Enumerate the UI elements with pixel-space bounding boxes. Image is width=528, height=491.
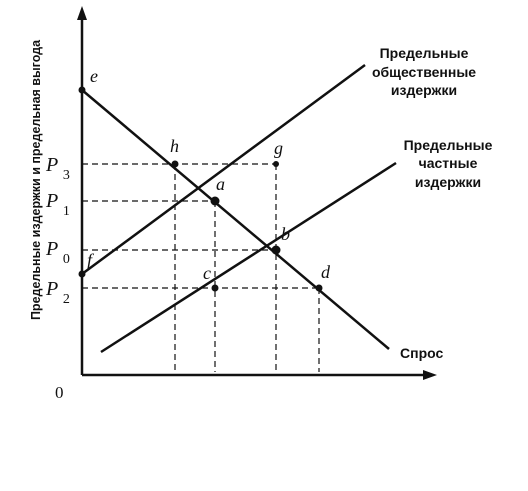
points	[78, 86, 323, 292]
point-d	[315, 284, 323, 292]
axes	[80, 18, 428, 377]
point-c	[211, 284, 219, 292]
curves	[81, 63, 397, 354]
point-f	[78, 270, 86, 278]
point-label-b: b	[281, 224, 290, 244]
point-label-h: h	[170, 136, 179, 156]
point-label-c: c	[203, 263, 211, 283]
point-e	[78, 86, 86, 94]
svg-text:Предельные: Предельные	[404, 137, 493, 153]
origin-label: 0	[55, 383, 64, 402]
price-label-p1: P 1	[45, 190, 70, 219]
point-label-d: d	[321, 262, 331, 282]
private-cost-curve	[100, 161, 397, 354]
x-axis-arrowhead	[423, 370, 437, 380]
point-label-f: f	[87, 250, 95, 270]
point-b	[271, 245, 281, 255]
price-label-p0: P 0	[45, 238, 70, 267]
demand-curve	[81, 89, 390, 350]
svg-text:издержки: издержки	[415, 174, 481, 190]
y-axis-arrowhead	[77, 6, 87, 20]
price-label-p2: P 2	[45, 278, 70, 307]
price-label-p3: P 3	[45, 154, 70, 183]
svg-text:общественные: общественные	[372, 64, 476, 80]
point-g	[273, 161, 279, 167]
social-cost-label: Предельные общественные издержки	[372, 45, 476, 98]
point-a	[210, 196, 220, 206]
demand-label: Спрос	[400, 345, 443, 361]
social-cost-curve	[81, 63, 366, 276]
point-label-a: a	[216, 174, 225, 194]
private-cost-label: Предельные частные издержки	[404, 137, 493, 190]
point-label-g: g	[274, 138, 283, 158]
svg-text:издержки: издержки	[391, 82, 457, 98]
y-axis-label: Предельные издержки и предельная выгода	[29, 39, 43, 320]
point-h	[171, 160, 179, 168]
svg-text:частные: частные	[419, 155, 478, 171]
point-label-e: e	[90, 66, 98, 86]
svg-text:Предельные: Предельные	[380, 45, 469, 61]
